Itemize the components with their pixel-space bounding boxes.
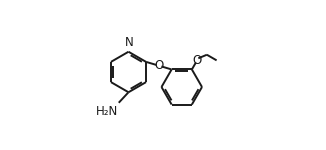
Text: O: O [154, 59, 163, 72]
Text: N: N [125, 36, 134, 49]
Text: H₂N: H₂N [96, 105, 118, 118]
Text: O: O [192, 54, 202, 67]
